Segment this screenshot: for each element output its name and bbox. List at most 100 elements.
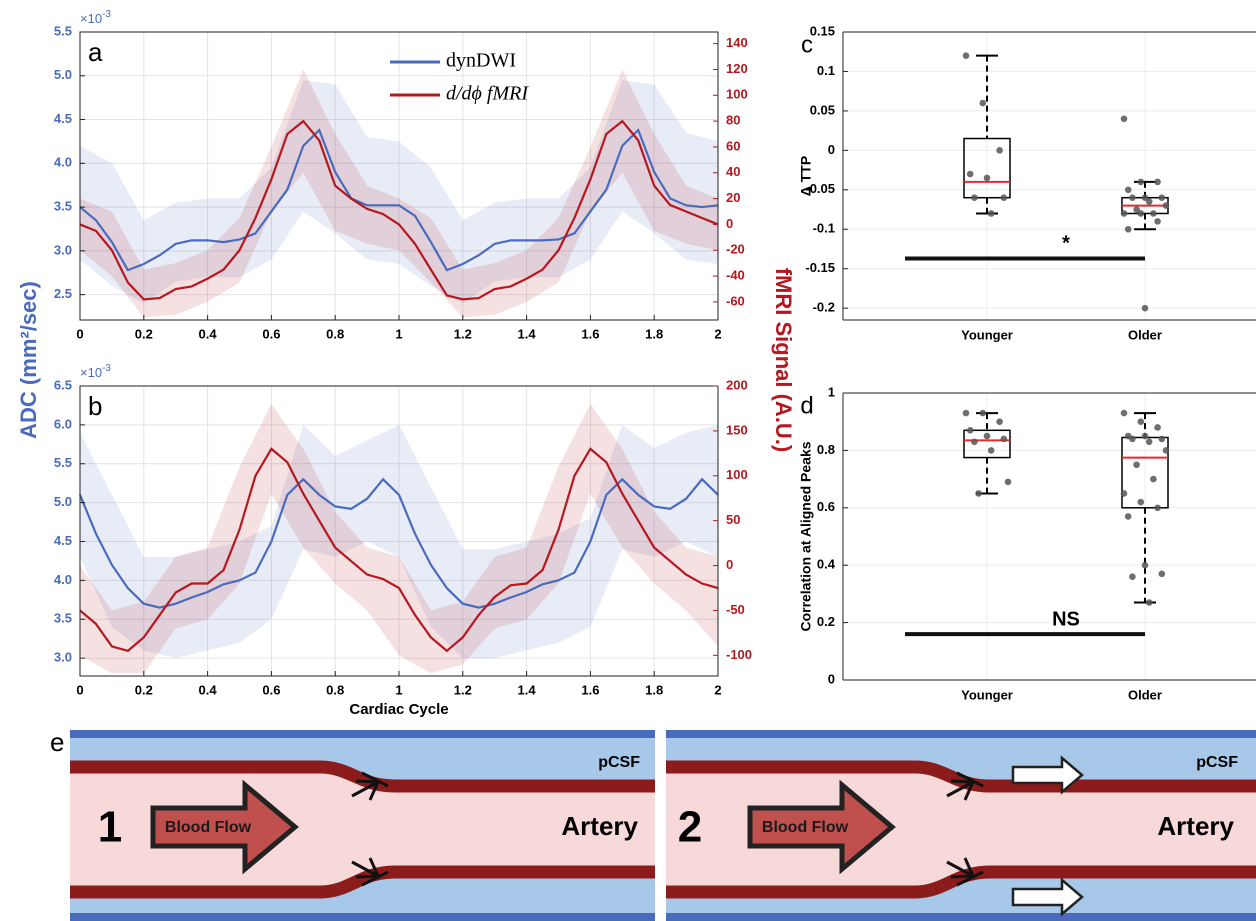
y-axis-label: Correlation at Aligned Peaks	[798, 441, 814, 631]
csf-flow-arrow	[1011, 755, 1084, 795]
data-point	[1158, 435, 1166, 443]
y-axis-label: Δ TTP	[798, 156, 814, 196]
data-point	[1141, 304, 1149, 312]
data-point	[1120, 490, 1128, 497]
y-tick-label: 3.5	[54, 199, 72, 214]
data-point	[971, 194, 978, 201]
y2-tick-label: 200	[726, 377, 748, 392]
diagram-panel: Blood Flow 1 Artery pCSF	[70, 730, 655, 921]
space-label: pCSF	[1196, 754, 1238, 771]
data-point	[987, 210, 995, 217]
x-tick-label: Younger	[961, 327, 1013, 342]
data-point	[983, 174, 991, 182]
series-line	[78, 477, 719, 609]
data-point	[971, 438, 978, 446]
multiplier-base: ×10	[80, 365, 102, 380]
x-tick-label: 1.8	[645, 682, 663, 697]
legend-label: dynDWI	[446, 50, 516, 72]
legend-label: d/dϕ fMRI	[446, 83, 529, 105]
artery-wall	[666, 865, 1256, 899]
data-point	[1162, 447, 1170, 454]
series-line	[79, 119, 719, 301]
error-band	[80, 424, 718, 659]
panel-label: d	[800, 392, 813, 419]
shared-y-label: ADC (mm²/sec)	[16, 281, 41, 439]
x-tick-label: 1	[395, 326, 402, 341]
data-point	[979, 409, 987, 417]
y-tick-label: 0.6	[817, 499, 835, 514]
csf-flow-arrow	[1011, 877, 1084, 917]
y-tick-label: 5.0	[54, 494, 72, 509]
box	[963, 137, 1011, 199]
flow-label: Blood Flow	[762, 819, 849, 836]
x-tick-label: 1.4	[518, 326, 537, 341]
y-tick-label: 0.15	[810, 23, 835, 38]
data-point	[979, 99, 987, 107]
data-point	[1120, 210, 1128, 217]
data-point	[1120, 115, 1128, 123]
data-point	[1004, 478, 1012, 486]
y-multiplier: ×10-3	[80, 363, 111, 381]
y2-tick-label: 0	[726, 557, 733, 572]
data-point	[1141, 194, 1149, 201]
y-tick-label: 4.0	[54, 155, 72, 170]
motion-arrow	[351, 771, 389, 801]
x-tick-label: 2	[714, 682, 721, 697]
y2-tick-label: -20	[726, 242, 745, 257]
data-point	[1150, 210, 1157, 217]
vessel-label: Artery	[1157, 811, 1234, 841]
x-tick-label: 0.8	[326, 326, 344, 341]
x-tick-label: 0.4	[199, 326, 218, 341]
y-tick-label: 0.4	[817, 557, 836, 572]
data-point	[1145, 599, 1153, 606]
y2-tick-label: 0	[726, 216, 733, 231]
data-point	[1145, 198, 1153, 205]
y-tick-label: 5.5	[54, 455, 72, 470]
data-point	[1129, 435, 1136, 443]
y2-tick-label: -50	[726, 602, 745, 617]
multiplier-exponent: -3	[102, 9, 111, 20]
data-point	[1000, 194, 1008, 201]
y-tick-label: 0.2	[817, 614, 835, 629]
artery-lumen	[666, 767, 1256, 892]
x-tick-label: 1.2	[454, 682, 472, 697]
significance-label: NS	[1052, 608, 1080, 630]
y-tick-label: 0.8	[817, 442, 835, 457]
panel-label: a	[88, 37, 103, 67]
data-point	[1000, 435, 1008, 443]
y-tick-label: 0.05	[810, 102, 835, 117]
data-point	[1137, 178, 1145, 186]
data-point	[996, 418, 1003, 426]
data-point	[987, 447, 995, 454]
y-tick-label: 4.0	[54, 572, 72, 587]
data-point	[1154, 504, 1161, 512]
data-point	[1133, 206, 1140, 213]
data-point	[966, 427, 974, 434]
x-tick-label: 2	[714, 326, 721, 341]
flow-label: Blood Flow	[165, 819, 252, 836]
artery-wall	[666, 760, 1256, 793]
motion-arrow	[351, 857, 389, 887]
y-tick-label: 6.5	[54, 377, 72, 392]
y-tick-label: -0.2	[813, 300, 835, 315]
y2-tick-label: 120	[726, 61, 748, 76]
boundary	[70, 913, 655, 921]
y-tick-label: -0.15	[805, 260, 835, 275]
x-tick-label: Younger	[961, 687, 1013, 702]
y2-tick-label: 100	[726, 467, 748, 482]
x-tick-label: 0.8	[326, 682, 344, 697]
y2-tick-label: -40	[726, 268, 745, 283]
x-axis-label: Cardiac Cycle	[349, 701, 448, 718]
panel-number: 2	[678, 803, 702, 852]
artery-lumen	[70, 767, 655, 892]
data-point	[1129, 194, 1136, 201]
boundary	[70, 730, 655, 738]
data-point	[1154, 218, 1161, 225]
y-tick-label: 0	[828, 142, 835, 157]
vessel-label: Artery	[561, 811, 638, 841]
significance-label: *	[1062, 233, 1070, 255]
x-tick-label: 1.4	[518, 682, 537, 697]
x-tick-label: Older	[1128, 687, 1162, 702]
data-point	[1154, 424, 1161, 431]
flow-arrow	[747, 779, 896, 875]
